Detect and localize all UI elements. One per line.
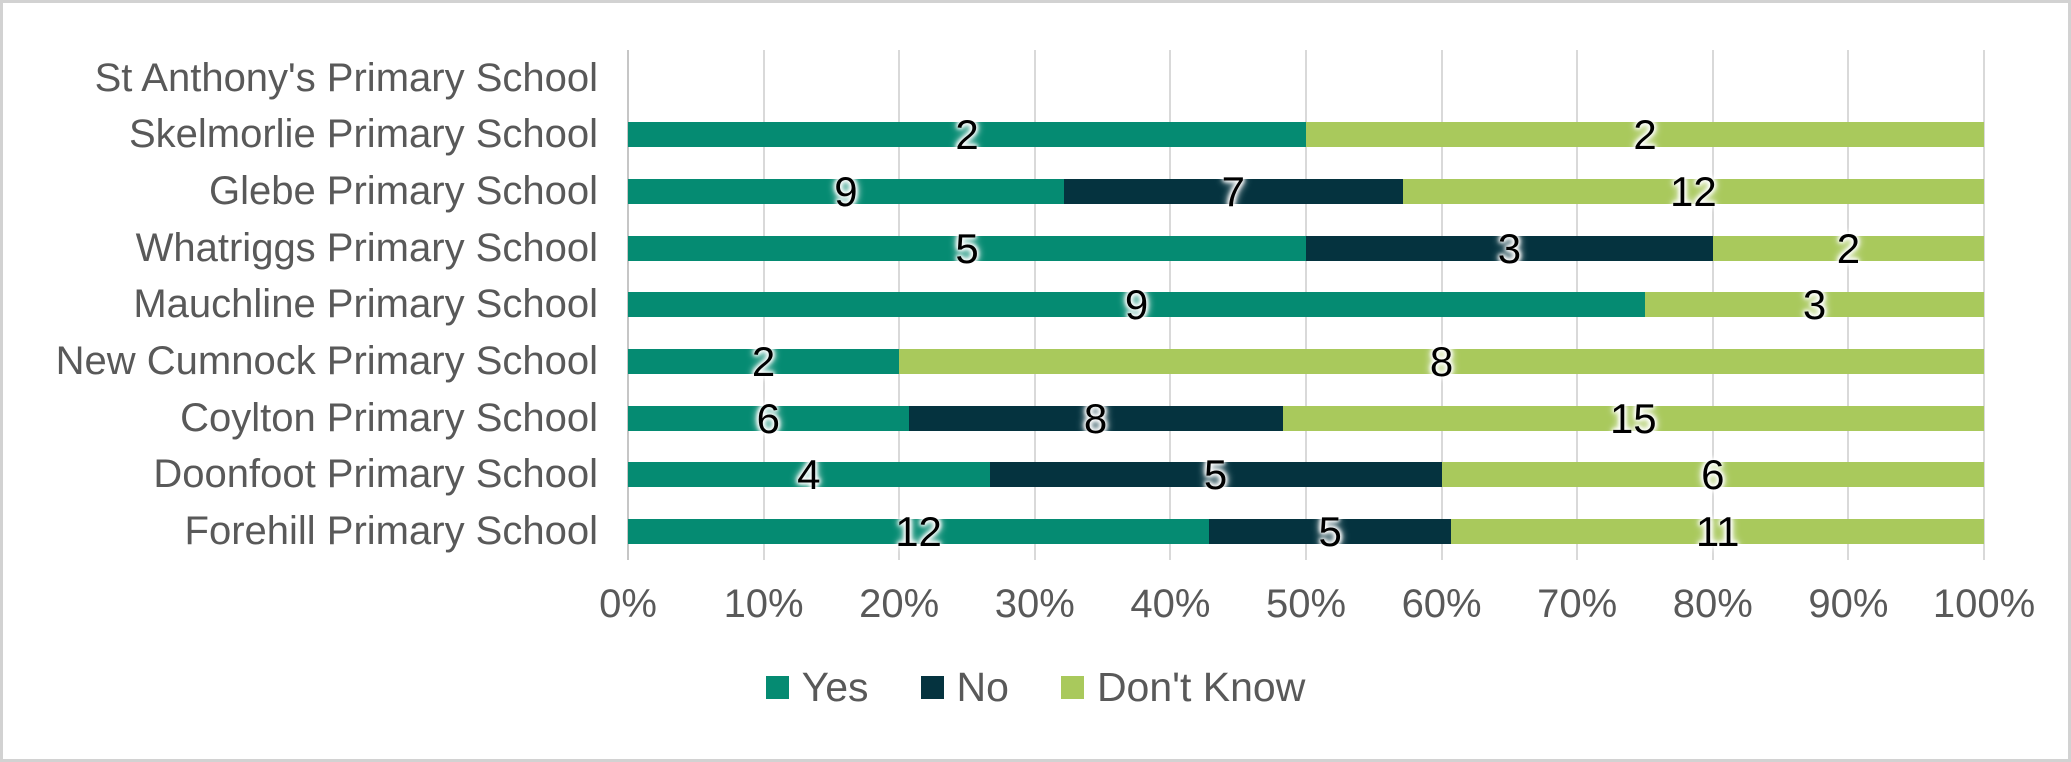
legend: Yes No Don't Know xyxy=(3,667,2068,708)
bar-segment-no: 3 xyxy=(1306,224,1713,272)
x-tick-label: 0% xyxy=(599,582,657,626)
x-tick-label: 50% xyxy=(1265,582,1347,626)
bar-segment-no: 5 xyxy=(1209,508,1452,556)
bar-segment-don-t-know: 3 xyxy=(1645,281,1984,329)
bar-value-label: 7 xyxy=(1221,168,1246,216)
x-tick-label: 60% xyxy=(1401,582,1482,626)
bar-segment-no: 8 xyxy=(908,394,1283,442)
bar-segment-don-t-know: 2 xyxy=(1306,111,1984,159)
category-label: Mauchline Primary School xyxy=(133,282,598,327)
bar-row: 5 3 2 xyxy=(628,220,1984,277)
x-tick-label: 100% xyxy=(1932,582,2036,626)
bar-value-label: 9 xyxy=(834,168,858,216)
bar-value-label: 5 xyxy=(955,224,979,272)
x-tick-label: 20% xyxy=(859,582,940,626)
bar-segment-yes: 12 xyxy=(628,508,1210,556)
category-label: New Cumnock Primary School xyxy=(55,339,598,384)
category-axis: St Anthony's Primary School Skelmorlie Pr… xyxy=(3,50,610,560)
bar-segment-yes: 5 xyxy=(628,224,1306,272)
bar-segment-yes: 4 xyxy=(628,451,990,499)
x-tick-label: 70% xyxy=(1537,582,1618,626)
bar-value-label: 2 xyxy=(1836,224,1861,272)
bar-segment-yes: 2 xyxy=(628,111,1306,159)
bar-segment-yes: 9 xyxy=(628,168,1064,216)
bar-segment-no: 5 xyxy=(989,451,1442,499)
category-label: Forehill Primary School xyxy=(184,509,598,554)
bar-value-label: 9 xyxy=(1124,281,1149,329)
bar-segment-yes: 2 xyxy=(628,338,900,386)
bar-row: 9 7 12 xyxy=(628,163,1984,220)
bar-segment-don-t-know: 2 xyxy=(1712,224,1984,272)
bar-value-label: 12 xyxy=(1670,168,1717,216)
bar-value-label: 2 xyxy=(955,111,979,159)
legend-swatch-no-icon xyxy=(920,676,944,699)
bar-row: 12 5 11 xyxy=(628,503,1984,560)
bar-row: 4 5 6 xyxy=(628,447,1984,504)
bar-segment-don-t-know: 8 xyxy=(899,338,1984,386)
bar-value-label: 2 xyxy=(751,338,776,386)
bar-value-label: 8 xyxy=(1083,394,1108,442)
bar-segment-yes: 6 xyxy=(628,394,909,442)
x-axis: 0% 10% 20% 30% 40% 50% 60% 70% 80% 90% 100% xyxy=(599,579,2035,629)
x-tick-label: 40% xyxy=(1130,582,1211,626)
bar-row: 6 8 15 xyxy=(628,390,1984,447)
bar-value-label: 3 xyxy=(1802,281,1827,329)
bar-value-label: 11 xyxy=(1695,508,1740,556)
bar-segment-don-t-know: 11 xyxy=(1451,508,1984,556)
x-tick-label: 90% xyxy=(1808,582,1889,626)
legend-item-dont-know: Don't Know xyxy=(1060,664,1306,710)
bar-value-label: 12 xyxy=(895,508,942,556)
plot-area: 2 2 9 7 12 5 3 2 9 3 2 8 6 8 15 4 5 6 12 5 11 xyxy=(627,50,1985,560)
category-label: Skelmorlie Primary School xyxy=(128,112,598,157)
bar-value-label: 3 xyxy=(1497,224,1522,272)
legend-label: Yes xyxy=(801,664,869,710)
bar-value-label: 8 xyxy=(1429,338,1454,386)
x-tick-label: 80% xyxy=(1672,582,1753,626)
bar-segment-don-t-know: 15 xyxy=(1282,394,1984,442)
category-label: Coylton Primary School xyxy=(180,395,598,440)
bar-segment-don-t-know: 12 xyxy=(1402,168,1984,216)
bar-value-label: 4 xyxy=(797,451,821,499)
bar-segment-no: 7 xyxy=(1063,168,1403,216)
category-label: St Anthony's Primary School xyxy=(94,55,598,100)
bar-value-label: 2 xyxy=(1633,111,1657,159)
bar-value-label: 6 xyxy=(756,394,780,442)
category-label: Doonfoot Primary School xyxy=(153,452,598,497)
legend-swatch-yes-icon xyxy=(765,676,789,699)
bar-value-label: 15 xyxy=(1609,394,1657,442)
bar-segment-yes: 9 xyxy=(628,281,1645,329)
x-tick-label: 30% xyxy=(994,582,1075,626)
gridline xyxy=(1983,50,1985,560)
category-label: Whatriggs Primary School xyxy=(135,225,598,270)
legend-item-no: No xyxy=(920,664,1009,710)
bar-value-label: 6 xyxy=(1701,451,1725,499)
bar-value-label: 5 xyxy=(1318,508,1342,556)
bar-value-label: 5 xyxy=(1203,451,1228,499)
legend-swatch-dont-know-icon xyxy=(1060,676,1084,699)
legend-label: Don't Know xyxy=(1096,664,1306,710)
category-label: Glebe Primary School xyxy=(208,169,598,214)
x-tick-label: 10% xyxy=(723,582,804,626)
bar-segment-don-t-know: 6 xyxy=(1441,451,1984,499)
legend-label: No xyxy=(956,664,1009,710)
legend-item-yes: Yes xyxy=(765,664,869,710)
